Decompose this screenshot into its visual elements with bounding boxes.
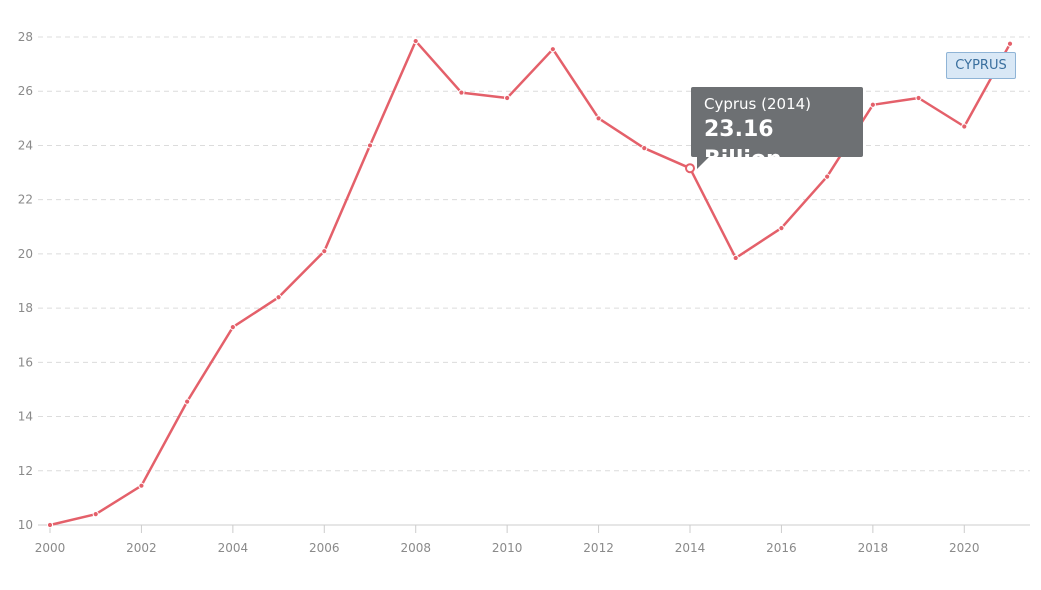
data-point[interactable] xyxy=(321,248,328,255)
y-tick-label: 28 xyxy=(18,30,33,44)
data-point[interactable] xyxy=(824,173,831,180)
tooltip-title: Cyprus (2014) xyxy=(704,95,812,113)
series-line-cyprus xyxy=(49,39,1012,527)
x-axis: 2000 2002 2004 2006 2008 2010 2012 2014 2016 2018… xyxy=(35,524,1030,555)
y-tick-label: 26 xyxy=(18,84,33,98)
x-tick-label: 2012 xyxy=(583,541,614,555)
data-point[interactable] xyxy=(184,398,191,405)
x-tick-label: 2006 xyxy=(309,541,340,555)
y-tick-label: 20 xyxy=(18,247,33,261)
data-point[interactable] xyxy=(229,323,236,331)
x-tick-label: 2008 xyxy=(400,541,431,555)
data-point[interactable] xyxy=(504,94,511,102)
data-point[interactable] xyxy=(275,294,282,301)
data-point[interactable] xyxy=(1006,40,1014,47)
y-tick-label: 16 xyxy=(18,355,33,369)
y-tick-label: 14 xyxy=(18,410,33,424)
y-tick-label: 24 xyxy=(18,138,33,152)
x-tick-label: 2010 xyxy=(492,541,523,555)
gridlines xyxy=(38,36,1030,472)
data-point[interactable] xyxy=(458,89,465,96)
series-end-label[interactable]: CYPRUS xyxy=(946,52,1016,79)
data-point[interactable] xyxy=(595,115,602,122)
y-tick-label: 12 xyxy=(18,464,33,478)
data-point[interactable] xyxy=(92,511,99,518)
x-tick-label: 2004 xyxy=(218,541,249,555)
data-point[interactable] xyxy=(961,123,968,130)
x-tick-label: 2000 xyxy=(35,541,66,555)
data-point[interactable] xyxy=(915,94,922,102)
y-tick-label: 22 xyxy=(18,193,33,207)
y-tick-label: 18 xyxy=(18,301,33,315)
data-point[interactable] xyxy=(138,482,145,489)
data-point-active[interactable] xyxy=(685,163,695,174)
x-tick-label: 2020 xyxy=(949,541,980,555)
data-point[interactable] xyxy=(778,225,785,232)
tooltip: Cyprus (2014) 23.16 Billion xyxy=(691,87,863,172)
data-point[interactable] xyxy=(549,46,556,53)
data-point[interactable] xyxy=(46,521,54,529)
data-point[interactable] xyxy=(412,37,419,45)
y-axis: 10 12 14 16 18 20 22 24 26 28 xyxy=(18,30,33,532)
data-points xyxy=(46,37,1014,529)
x-tick-label: 2014 xyxy=(675,541,706,555)
data-point[interactable] xyxy=(641,145,648,152)
y-tick-label: 10 xyxy=(18,518,33,532)
x-tick-label: 2002 xyxy=(126,541,157,555)
data-point[interactable] xyxy=(366,142,374,149)
tooltip-value: 23.16 Billion xyxy=(704,117,782,172)
data-point[interactable] xyxy=(732,254,739,262)
x-tick-label: 2018 xyxy=(858,541,889,555)
data-point[interactable] xyxy=(869,101,876,108)
x-tick-label: 2016 xyxy=(766,541,797,555)
